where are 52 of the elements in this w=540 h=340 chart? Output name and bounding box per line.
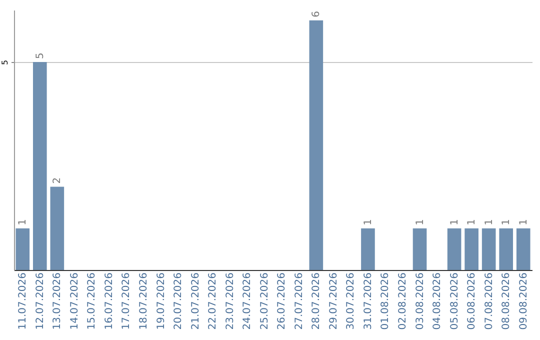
data-label: 1 [449, 219, 460, 226]
data-label: 1 [18, 219, 29, 226]
bar [447, 228, 462, 270]
data-label: 2 [52, 177, 64, 184]
x-tick-label: 15.07.2026 [86, 272, 98, 330]
bar [464, 228, 478, 270]
x-tick-label: 21.07.2026 [190, 272, 202, 330]
x-tick-label: 17.07.2026 [121, 272, 132, 330]
bar [309, 20, 324, 270]
x-tick-label: 22.07.2026 [208, 272, 219, 330]
x-tick-label: 31.07.2026 [362, 272, 374, 330]
data-label: 5 [34, 52, 46, 59]
x-tick-label: 14.07.2026 [69, 272, 80, 330]
x-tick-label: 03.08.2026 [414, 272, 426, 330]
x-tick-label: 11.07.2026 [18, 272, 29, 330]
x-tick-label: 08.08.2026 [501, 272, 512, 330]
x-tick-label: 25.07.2026 [259, 272, 270, 330]
bar [499, 228, 514, 270]
data-label: 1 [466, 219, 478, 226]
x-tick-label: 29.07.2026 [328, 272, 340, 330]
x-tick-label: 13.07.2026 [52, 272, 64, 330]
x-tick-label: 04.08.2026 [432, 272, 444, 330]
x-tick-label: 23.07.2026 [224, 272, 236, 330]
bar [482, 228, 496, 270]
data-label: 1 [484, 219, 495, 226]
x-tick-label: 09.08.2026 [518, 272, 530, 330]
x-tick-label: 18.07.2026 [138, 272, 150, 330]
x-tick-label: 06.08.2026 [466, 272, 478, 330]
x-tick-label: 28.07.2026 [311, 272, 322, 330]
data-label: 1 [414, 219, 426, 226]
x-tick-label: 24.07.2026 [242, 272, 254, 330]
data-label: 1 [518, 219, 530, 226]
x-tick-label: 20.07.2026 [173, 272, 184, 330]
bar [412, 228, 427, 270]
bar [361, 228, 375, 270]
bar [516, 228, 530, 270]
x-tick-label: 05.08.2026 [449, 272, 460, 330]
data-label: 6 [311, 11, 322, 18]
data-label: 1 [501, 219, 512, 226]
bar [50, 186, 64, 270]
x-tick-label: 27.07.2026 [294, 272, 305, 330]
x-tick-label: 12.07.2026 [34, 272, 46, 330]
x-tick-label: 19.07.2026 [156, 272, 167, 330]
x-tick-label: 01.08.2026 [380, 272, 392, 330]
x-tick-label: 30.07.2026 [346, 272, 357, 330]
data-label: 1 [362, 219, 374, 226]
bar [16, 228, 30, 270]
x-tick-label: 02.08.2026 [398, 272, 408, 330]
x-tick-label: 07.08.2026 [484, 272, 495, 330]
x-tick-label: 16.07.2026 [104, 272, 115, 330]
x-tick-label: 26.07.2026 [276, 272, 288, 330]
bar [32, 62, 47, 270]
